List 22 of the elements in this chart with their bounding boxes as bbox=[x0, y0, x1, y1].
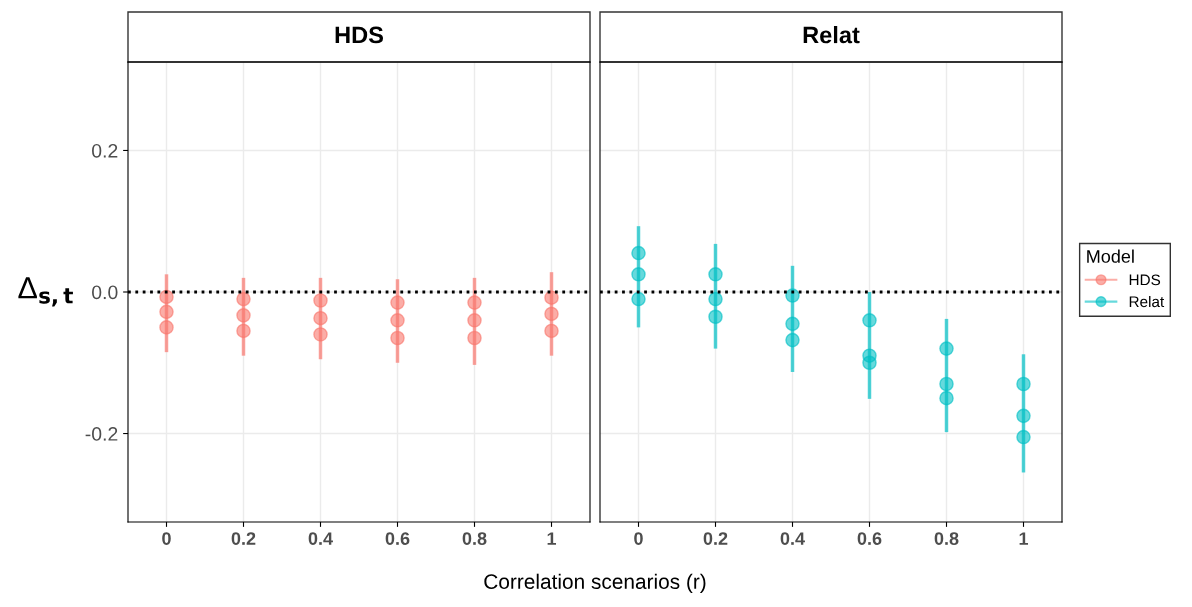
legend-label: HDS bbox=[1129, 274, 1161, 286]
y-axis-title: Δ$_{s,t}$ bbox=[18, 277, 73, 307]
y-tick-label: -0.2 bbox=[85, 427, 118, 441]
x-tick-label: 0.4 bbox=[780, 532, 805, 545]
x-tick-label: 0.6 bbox=[385, 532, 410, 545]
x-tick-label: 0.2 bbox=[703, 532, 728, 545]
x-tick-label: 0.6 bbox=[857, 532, 882, 545]
x-tick-label: 1 bbox=[547, 532, 557, 545]
chart-title: HDS bbox=[335, 26, 383, 44]
y-tick-label: 0.0 bbox=[92, 285, 118, 300]
x-axis-title: Correlation scenarios (r) bbox=[484, 573, 706, 594]
x-tick-label: 0.8 bbox=[462, 532, 487, 545]
y-tick-label: 0.2 bbox=[92, 143, 118, 158]
legend-title: Model bbox=[1087, 249, 1134, 263]
chart-title: Relat bbox=[803, 26, 860, 44]
x-tick-label: 1 bbox=[1019, 532, 1029, 545]
x-tick-label: 0 bbox=[634, 532, 643, 545]
x-tick-label: 0.8 bbox=[934, 532, 959, 545]
x-tick-label: 0.4 bbox=[308, 532, 333, 545]
legend-label: Relat bbox=[1129, 295, 1165, 308]
x-tick-label: 0 bbox=[162, 532, 171, 545]
x-tick-label: 0.2 bbox=[231, 532, 256, 545]
